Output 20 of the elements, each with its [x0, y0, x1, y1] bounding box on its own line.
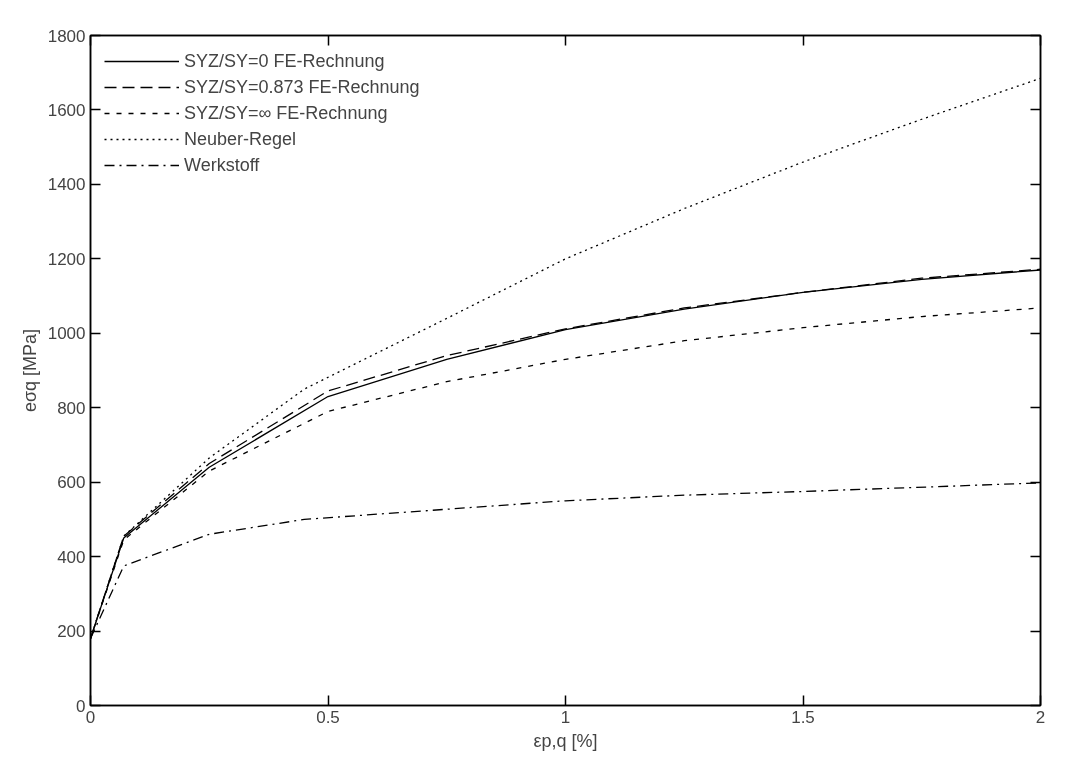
x-tick-label: 0.5 — [316, 707, 340, 727]
x-tick-label: 1 — [560, 707, 571, 727]
y-axis-title: eσq [MPa] — [19, 328, 40, 413]
y-tick-label: 400 — [57, 547, 86, 567]
legend-label: SYZ/SY=0 FE-Rechnung — [184, 49, 385, 73]
y-tick-label: 800 — [57, 398, 86, 418]
y-tick-label: 1400 — [47, 175, 86, 195]
y-tick-label: 1200 — [47, 249, 86, 269]
legend-label: Werkstoff — [184, 153, 260, 177]
y-tick-label: 1600 — [47, 100, 86, 120]
x-tick-label: 2 — [1035, 707, 1046, 727]
legend-label: Neuber-Regel — [184, 127, 297, 151]
y-tick-label: 600 — [57, 473, 86, 493]
y-tick-label: 1000 — [47, 324, 86, 344]
y-tick-label: 1800 — [47, 26, 86, 46]
legend-label: SYZ/SY=0.873 FE-Rechnung — [184, 75, 420, 99]
x-axis-title: εp,q [%] — [533, 730, 598, 751]
y-tick-label: 200 — [57, 622, 86, 642]
legend-label: SYZ/SY=∞ FE-Rechnung — [184, 101, 388, 125]
x-tick-label: 1.5 — [791, 707, 815, 727]
